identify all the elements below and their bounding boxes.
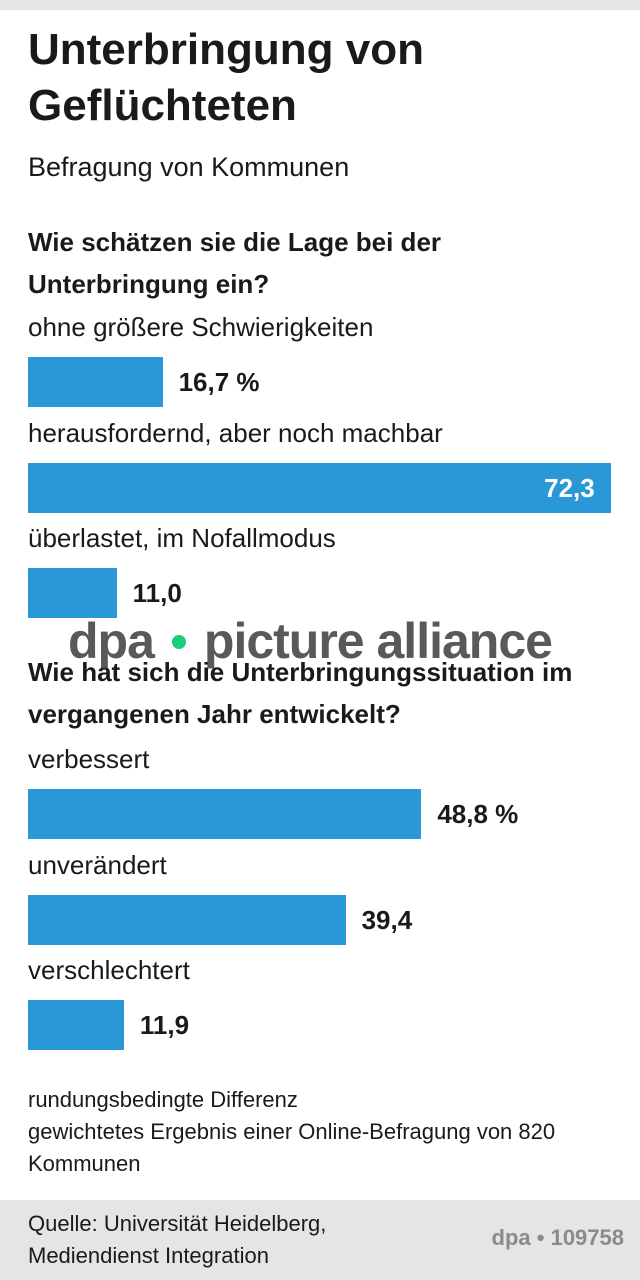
question: Wie schätzen sie die Lage bei der Unterb… <box>28 227 442 299</box>
question: Wie hat sich die Unterbringungssituation… <box>28 657 573 729</box>
watermark-text: dpa <box>68 613 155 669</box>
category-label: unverändert <box>28 849 167 880</box>
note: rundungsbedingte Differenz <box>28 1087 298 1112</box>
value-label: 48,8 % <box>437 799 519 829</box>
value-label: 11,9 <box>139 1010 190 1040</box>
watermark: dpa picture alliance <box>68 612 553 670</box>
bar <box>28 568 117 618</box>
footer <box>0 1200 640 1280</box>
watermark-text: picture alliance <box>203 613 553 669</box>
title: Unterbringung von Geflüchteten <box>28 25 424 130</box>
credit: dpa • 109758 <box>491 1225 624 1250</box>
source: Quelle: Universität Heidelberg, Mediendi… <box>28 1211 327 1268</box>
bar <box>28 894 346 945</box>
category-label: herausfordernd, aber noch machbar <box>28 417 443 448</box>
bar <box>28 1000 124 1050</box>
bar <box>28 462 611 513</box>
category-label: ohne größere Schwierigkeiten <box>28 312 374 342</box>
bar <box>28 357 163 407</box>
category-label: verbessert <box>28 744 150 774</box>
top-bar <box>0 0 640 10</box>
value-label: 11,0 <box>132 578 182 608</box>
category-label: verschlechtert <box>28 955 190 985</box>
value-label: 72,3 <box>544 472 595 503</box>
bar <box>28 789 422 839</box>
note: gewichtetes Ergebnis einer Online-Befrag… <box>28 1119 556 1176</box>
value-label: 39,4 <box>361 904 413 935</box>
category-label: überlastet, im Nofallmodus <box>28 523 336 553</box>
subtitle: Befragung von Kommunen <box>28 152 350 182</box>
value-label: 16,7 % <box>178 367 260 397</box>
watermark-dot <box>171 634 186 649</box>
